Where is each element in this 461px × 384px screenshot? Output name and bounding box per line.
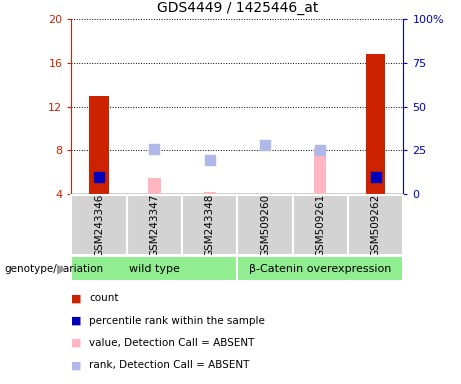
Point bbox=[261, 142, 269, 148]
Text: genotype/variation: genotype/variation bbox=[5, 263, 104, 274]
Text: GSM243348: GSM243348 bbox=[205, 193, 215, 257]
Bar bbox=[148, 177, 160, 194]
Bar bbox=[182, 195, 237, 255]
Text: GSM509260: GSM509260 bbox=[260, 194, 270, 257]
Text: count: count bbox=[89, 293, 118, 303]
Bar bbox=[204, 192, 216, 194]
Text: GSM509261: GSM509261 bbox=[315, 194, 325, 257]
Point bbox=[317, 147, 324, 153]
Bar bbox=[89, 96, 109, 194]
Text: rank, Detection Call = ABSENT: rank, Detection Call = ABSENT bbox=[89, 360, 249, 370]
Point bbox=[206, 157, 213, 163]
Title: GDS4449 / 1425446_at: GDS4449 / 1425446_at bbox=[157, 2, 318, 15]
Bar bbox=[237, 256, 403, 281]
Bar bbox=[71, 256, 237, 281]
Text: ■: ■ bbox=[71, 293, 82, 303]
Point bbox=[95, 174, 103, 180]
Text: wild type: wild type bbox=[129, 263, 180, 274]
Text: ■: ■ bbox=[71, 360, 82, 370]
Text: GSM243347: GSM243347 bbox=[149, 193, 160, 257]
Bar bbox=[237, 195, 293, 255]
Bar bbox=[293, 195, 348, 255]
Bar bbox=[314, 148, 326, 194]
Text: GSM243346: GSM243346 bbox=[94, 193, 104, 257]
Bar bbox=[127, 195, 182, 255]
Text: ■: ■ bbox=[71, 316, 82, 326]
Text: ■: ■ bbox=[71, 338, 82, 348]
Point bbox=[151, 146, 158, 152]
Point bbox=[372, 174, 379, 180]
Bar bbox=[366, 54, 385, 194]
Bar bbox=[348, 195, 403, 255]
Text: β-Catenin overexpression: β-Catenin overexpression bbox=[249, 263, 391, 274]
Text: percentile rank within the sample: percentile rank within the sample bbox=[89, 316, 265, 326]
Text: GSM509262: GSM509262 bbox=[371, 194, 381, 257]
Text: value, Detection Call = ABSENT: value, Detection Call = ABSENT bbox=[89, 338, 254, 348]
Text: ▶: ▶ bbox=[58, 262, 67, 275]
Bar bbox=[71, 195, 127, 255]
